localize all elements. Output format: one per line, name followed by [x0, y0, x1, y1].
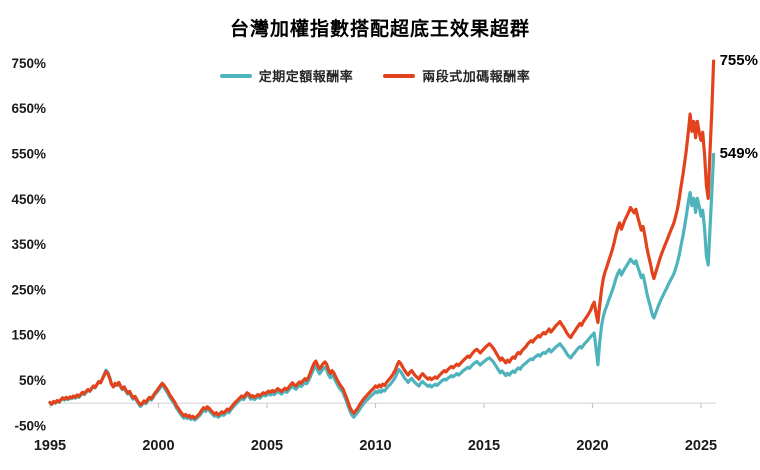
x-tick-label: 1995 — [34, 438, 66, 454]
y-tick-label: 750% — [11, 56, 46, 71]
x-tick-label: 2015 — [468, 438, 500, 454]
x-tick-label: 2025 — [685, 438, 717, 454]
y-tick-label: -50% — [14, 418, 46, 433]
y-tick-label: 50% — [19, 373, 46, 388]
y-tick-label: 350% — [11, 237, 46, 252]
y-tick-label: 650% — [11, 101, 46, 116]
boost-series-swatch-icon — [383, 73, 416, 78]
dca-end-value-label: 549% — [719, 145, 758, 163]
y-tick-label: 550% — [11, 146, 46, 161]
boost-return-line — [48, 59, 716, 420]
y-tick-label: 150% — [11, 328, 46, 343]
chart-title: 台灣加權指數搭配超底王效果超群 — [229, 19, 530, 40]
legend: 定期定額報酬率 兩段式加碼報酬率 — [0, 66, 750, 85]
legend-item-dca: 定期定額報酬率 — [219, 66, 354, 85]
boost-series-label: 兩段式加碼報酬率 — [422, 69, 531, 84]
dca-return-line — [48, 152, 716, 422]
legend-item-boost: 兩段式加碼報酬率 — [383, 66, 530, 85]
y-tick-label: 250% — [11, 282, 46, 297]
x-tick-label: 2010 — [359, 438, 391, 454]
y-tick-label: 450% — [11, 192, 46, 207]
dca-series-label: 定期定額報酬率 — [258, 69, 354, 84]
x-tick-label: 2020 — [576, 438, 608, 454]
boost-end-value-label: 755% — [719, 52, 758, 70]
x-tick-label: 2005 — [251, 438, 283, 454]
dca-series-swatch-icon — [219, 73, 252, 78]
x-tick-label: 2000 — [142, 438, 174, 454]
